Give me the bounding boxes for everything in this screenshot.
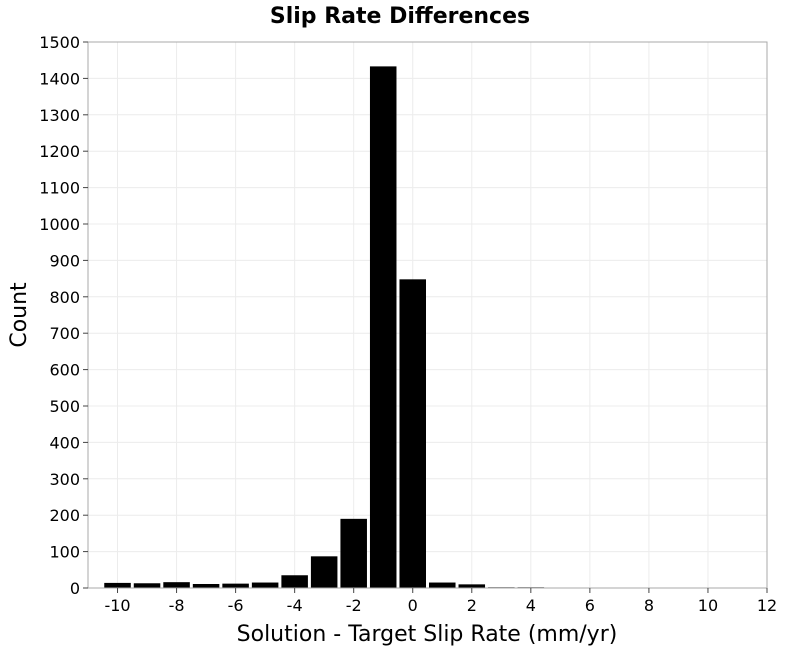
histogram-bar	[458, 584, 486, 588]
histogram-bar	[399, 279, 426, 588]
histogram-bar	[281, 575, 308, 588]
y-tick-label: 300	[49, 470, 80, 489]
y-tick-label: 800	[49, 288, 80, 307]
histogram-bar	[369, 66, 397, 588]
x-tick-label: 12	[757, 596, 777, 615]
plot-frame	[87, 41, 768, 589]
x-tick-label: 6	[585, 596, 595, 615]
x-tick-label: -6	[228, 596, 244, 615]
y-tick-label: 400	[49, 433, 80, 452]
x-tick-label: 2	[467, 596, 477, 615]
x-tick-label: 8	[644, 596, 654, 615]
histogram-bar	[163, 582, 190, 588]
y-axis-ticks: 0 100 200 300 400 500 600 700 800 900 1000 1100 1200…	[39, 33, 88, 598]
histogram-bar	[310, 556, 338, 588]
y-tick-label: 1300	[39, 106, 80, 125]
y-tick-label: 1200	[39, 142, 80, 161]
x-tick-label: -8	[169, 596, 185, 615]
y-tick-label: 700	[49, 324, 80, 343]
y-tick-label: 1000	[39, 215, 80, 234]
y-tick-label: 600	[49, 361, 80, 380]
grid-lines	[88, 41, 768, 589]
histogram-bar	[192, 583, 220, 588]
x-tick-label: -10	[104, 596, 130, 615]
y-tick-label: 1500	[39, 33, 80, 52]
x-tick-label: 4	[526, 596, 536, 615]
y-tick-label: 1100	[39, 179, 80, 198]
histogram-bar	[340, 518, 367, 588]
histogram-bar	[429, 582, 456, 588]
y-tick-label: 200	[49, 506, 80, 525]
histogram-bar	[104, 582, 131, 588]
x-tick-label: 0	[408, 596, 418, 615]
x-tick-label: 10	[698, 596, 718, 615]
y-tick-label: 0	[70, 579, 80, 598]
histogram-bar	[251, 582, 279, 588]
y-axis-label: Count	[7, 282, 32, 348]
x-tick-label: -4	[287, 596, 303, 615]
y-tick-label: 900	[49, 251, 80, 270]
y-tick-label: 100	[49, 543, 80, 562]
histogram-bar	[222, 583, 249, 588]
x-axis-label: Solution - Target Slip Rate (mm/yr)	[237, 622, 618, 647]
x-axis-ticks: -10 -8 -6 -4 -2 0 2 4 6 8 10 12	[104, 588, 777, 615]
bars	[104, 66, 545, 588]
chart-title: Slip Rate Differences	[270, 4, 530, 29]
y-tick-label: 500	[49, 397, 80, 416]
histogram-bar	[133, 583, 161, 588]
x-tick-label: -2	[346, 596, 362, 615]
y-tick-label: 1400	[39, 69, 80, 88]
